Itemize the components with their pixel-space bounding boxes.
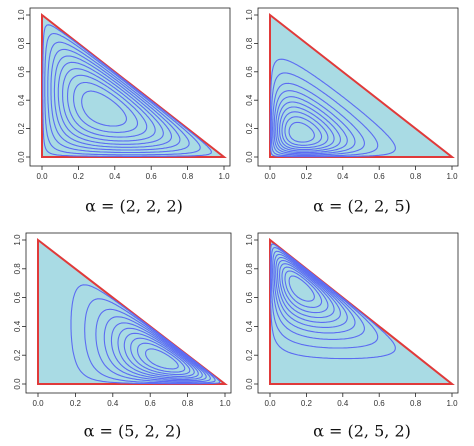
- contour-line: [288, 275, 315, 302]
- plot-box: [29, 7, 231, 167]
- x-tick-label: 1.0: [219, 399, 231, 408]
- x-tick-label: 0.0: [264, 399, 276, 408]
- y-tick-label: 1.0: [245, 9, 254, 21]
- contour-line: [281, 266, 329, 314]
- x-tick-label: 0.4: [337, 399, 349, 408]
- contour-line: [270, 246, 379, 349]
- x-tick-label: 0.6: [374, 399, 386, 408]
- y-tick-label: 0.2: [245, 122, 254, 134]
- y-tick-label: 0.0: [245, 151, 254, 163]
- y-tick-label: 0.6: [245, 66, 254, 78]
- y-tick-label: 0.4: [17, 94, 26, 106]
- contour-line: [117, 327, 199, 379]
- contour-line: [44, 32, 201, 156]
- contour-line: [47, 41, 190, 154]
- y-tick-label: 0.0: [13, 378, 22, 390]
- contour-line: [110, 322, 203, 381]
- contour-line: [276, 259, 341, 323]
- contour-line: [275, 256, 348, 328]
- y-tick-label: 1.0: [13, 234, 22, 246]
- x-tick-label: 0.6: [146, 172, 158, 181]
- contour-line: [81, 90, 127, 127]
- contour-line: [42, 24, 212, 157]
- x-tick-label: 1.0: [218, 172, 230, 181]
- contour-line: [57, 61, 164, 145]
- contour-line: [270, 72, 379, 157]
- contour-line: [62, 68, 156, 142]
- x-tick-label: 0.8: [182, 399, 194, 408]
- contour-line: [123, 332, 195, 377]
- contour-line: [84, 298, 216, 384]
- y-tick-label: 0.4: [13, 320, 22, 332]
- x-tick-label: 0.0: [264, 172, 276, 181]
- contour-line: [269, 58, 396, 158]
- contour-line: [279, 263, 335, 319]
- y-tick-label: 0.2: [245, 349, 254, 361]
- contour-line: [136, 342, 186, 373]
- contour-line: [145, 348, 179, 370]
- y-tick-label: 0.4: [245, 94, 254, 106]
- y-tick-label: 1.0: [17, 9, 26, 21]
- x-tick-label: 0.8: [182, 172, 194, 181]
- contour-line: [284, 270, 323, 308]
- x-tick-label: 0.4: [107, 399, 119, 408]
- x-tick-label: 0.0: [32, 399, 44, 408]
- x-tick-label: 0.0: [36, 172, 48, 181]
- contour-line: [281, 111, 329, 149]
- contour-line: [273, 90, 356, 155]
- contour-line: [284, 116, 323, 146]
- y-tick-label: 0.2: [13, 349, 22, 361]
- x-tick-label: 1.0: [446, 172, 458, 181]
- y-tick-label: 0.8: [17, 37, 26, 49]
- y-tick-label: 0.2: [17, 122, 26, 134]
- contour-line: [53, 55, 173, 148]
- x-tick-label: 0.2: [301, 172, 313, 181]
- x-tick-label: 0.2: [70, 399, 82, 408]
- contour-line: [269, 243, 396, 360]
- contour-line: [66, 74, 148, 138]
- caption: α = (5, 2, 2): [84, 422, 182, 441]
- contour-line: [73, 81, 139, 133]
- caption: α = (2, 5, 2): [313, 422, 411, 441]
- y-tick-label: 0.8: [245, 37, 254, 49]
- caption: α = (2, 2, 5): [313, 197, 411, 216]
- contour-line: [130, 337, 191, 376]
- x-tick-label: 0.6: [145, 399, 157, 408]
- x-tick-label: 0.2: [73, 172, 85, 181]
- y-tick-label: 0.6: [17, 66, 26, 78]
- caption: α = (2, 2, 2): [85, 197, 183, 216]
- contour-line: [272, 82, 365, 156]
- plot-box: [257, 232, 459, 394]
- x-tick-label: 0.6: [374, 172, 386, 181]
- y-tick-label: 0.6: [245, 291, 254, 303]
- contour-line: [273, 253, 356, 334]
- contour-line: [288, 121, 315, 143]
- y-tick-label: 0.8: [245, 263, 254, 275]
- y-tick-label: 0.0: [17, 151, 26, 163]
- contour-line: [279, 106, 335, 151]
- contour-line: [50, 48, 181, 151]
- x-tick-label: 0.8: [410, 399, 422, 408]
- y-tick-label: 0.8: [13, 263, 22, 275]
- y-tick-label: 0.4: [245, 320, 254, 332]
- x-tick-label: 0.2: [301, 399, 313, 408]
- plot-box: [25, 232, 232, 394]
- contour-line: [275, 96, 348, 154]
- contour-line: [272, 250, 365, 340]
- plot-box: [257, 7, 459, 167]
- x-tick-label: 1.0: [446, 399, 458, 408]
- y-tick-label: 1.0: [245, 234, 254, 246]
- y-tick-label: 0.6: [13, 291, 22, 303]
- x-tick-label: 0.8: [410, 172, 422, 181]
- contour-line: [95, 308, 211, 383]
- x-tick-label: 0.4: [109, 172, 121, 181]
- y-tick-label: 0.0: [245, 378, 254, 390]
- x-tick-label: 0.4: [337, 172, 349, 181]
- contour-line: [103, 316, 207, 382]
- contour-line: [70, 284, 221, 385]
- contour-line: [276, 101, 341, 152]
